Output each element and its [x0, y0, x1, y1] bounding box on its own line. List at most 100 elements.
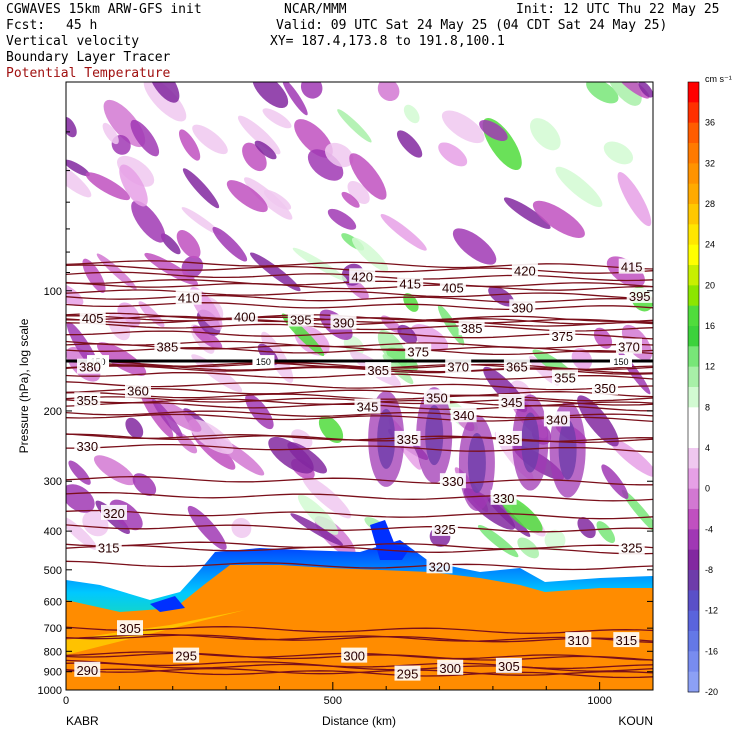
isentrope-label-bg [495, 657, 522, 673]
isentrope-label: 330 [493, 491, 515, 506]
isentrope-label-bg [354, 398, 381, 414]
isentrope-label-bg [549, 328, 576, 344]
velocity-cell [503, 197, 551, 229]
right-station: KOUN [618, 714, 653, 728]
isentrope-label-bg [74, 661, 101, 677]
colorbar-swatch [688, 671, 699, 693]
isentrope-label: 315 [98, 541, 120, 556]
colorbar-label: -12 [705, 606, 718, 616]
isentrope-line [66, 659, 653, 670]
isentrope-label-bg [431, 520, 458, 536]
isentrope-label-bg [231, 308, 258, 324]
isentrope-label-bg [74, 392, 101, 408]
colorbar-swatch [688, 143, 699, 164]
colorbar-label: 32 [705, 158, 715, 168]
isentrope-label: 400 [234, 310, 256, 325]
colorbar-swatch [688, 549, 699, 571]
y-tick-label: 800 [44, 646, 62, 658]
velocity-cell [66, 116, 77, 138]
isentrope-label: 325 [621, 541, 643, 556]
init-time: Init: 12 UTC Thu 22 May 25 [516, 2, 720, 17]
velocity-cell [292, 247, 348, 282]
velocity-cell [341, 191, 360, 208]
isentrope-line [66, 443, 653, 453]
isentrope-line [66, 281, 653, 291]
field-vertical-velocity: Vertical velocity [6, 34, 140, 49]
velocity-cell [226, 180, 268, 213]
colorbar-label: 12 [705, 362, 715, 372]
isentrope-label-bg [394, 665, 421, 681]
x-tick-label: 0 [63, 695, 69, 707]
y-axis: 100 200 300 400 500 600 700 800 900 1000 [38, 81, 653, 697]
isentrope-label: 325 [434, 522, 456, 537]
velocity-cell [155, 399, 202, 432]
colorbar-swatch [688, 305, 699, 327]
velocity-cell [638, 82, 653, 98]
velocity-cell [318, 415, 344, 444]
isentrope-label-bg [552, 369, 578, 385]
colorbar-label: 36 [705, 118, 715, 128]
isentrope-label-bg [626, 287, 653, 303]
colorbar-swatch [688, 387, 699, 408]
y-axis-label: Pressure (hPa), log scale [17, 318, 31, 453]
isentrope-label-bg [426, 558, 453, 574]
velocity-cell [66, 158, 92, 198]
isentrope-label-bg [450, 407, 477, 423]
isentrope-label-bg [613, 632, 640, 648]
velocity-cell [586, 82, 619, 104]
isentrope-label-bg [154, 338, 181, 354]
isentrope-label-bg [439, 473, 466, 489]
y-tick-label: 900 [44, 667, 62, 679]
y-tick-label: 100 [44, 286, 62, 298]
velocity-cell [287, 442, 327, 474]
isentrope-line [66, 633, 653, 644]
colorbar-swatch [688, 427, 699, 449]
velocity-cell [302, 475, 352, 519]
isentrope-line [66, 544, 653, 555]
colorbar-swatch [688, 468, 699, 490]
velocity-cell [403, 104, 420, 124]
x-axis-label: Distance (km) [322, 714, 396, 728]
isentrope-label-bg [175, 289, 202, 305]
isentrope-label-bg [495, 430, 522, 446]
fcst-value: 45 h [66, 18, 98, 33]
colorbar-swatch [688, 122, 699, 144]
isentrope-label: 390 [511, 300, 533, 315]
isentrope-line [66, 662, 653, 672]
colorbar-label: 16 [705, 321, 715, 331]
isentrope-label-bg [618, 258, 645, 274]
isentrope-label: 380 [79, 360, 101, 375]
velocity-cell [452, 228, 497, 265]
colorbar-label: 24 [705, 240, 715, 250]
velocity-cell [148, 82, 180, 103]
velocity-cell [250, 252, 301, 292]
colorbar-label: -4 [705, 524, 713, 534]
isentrope-label: 395 [290, 313, 312, 328]
isentrope-label: 340 [453, 408, 475, 423]
velocity-cell [349, 153, 387, 200]
center-label: NCAR/MMM [284, 2, 347, 17]
isentrope-label-bg [511, 262, 538, 278]
velocity-cell [237, 115, 281, 155]
y-tick-label: 500 [44, 565, 62, 577]
field-layer: 150150150 290295300295300305305310315315… [66, 82, 653, 690]
isentrope-line [66, 626, 653, 634]
velocity-cell [603, 141, 634, 165]
velocity-cell [66, 281, 84, 307]
isentrope-label: 360 [127, 384, 149, 399]
isentrope-label-bg [101, 504, 127, 520]
isentrope-label-bg [445, 358, 472, 374]
velocity-cell [66, 484, 95, 513]
colorbar-swatch [688, 448, 699, 469]
isentrope-label-bg [509, 299, 536, 315]
colorbar-swatch [688, 570, 699, 591]
isentrope-line [66, 476, 653, 486]
colorbar-swatch [688, 163, 699, 185]
isentrope-label: 415 [399, 277, 421, 292]
isentrope-label-bg [79, 310, 106, 325]
isentrope-line [66, 668, 653, 679]
velocity-cell [131, 200, 166, 243]
velocity-cell [337, 109, 372, 143]
isentrope-label-bg [503, 358, 530, 374]
velocity-cell [617, 172, 652, 227]
